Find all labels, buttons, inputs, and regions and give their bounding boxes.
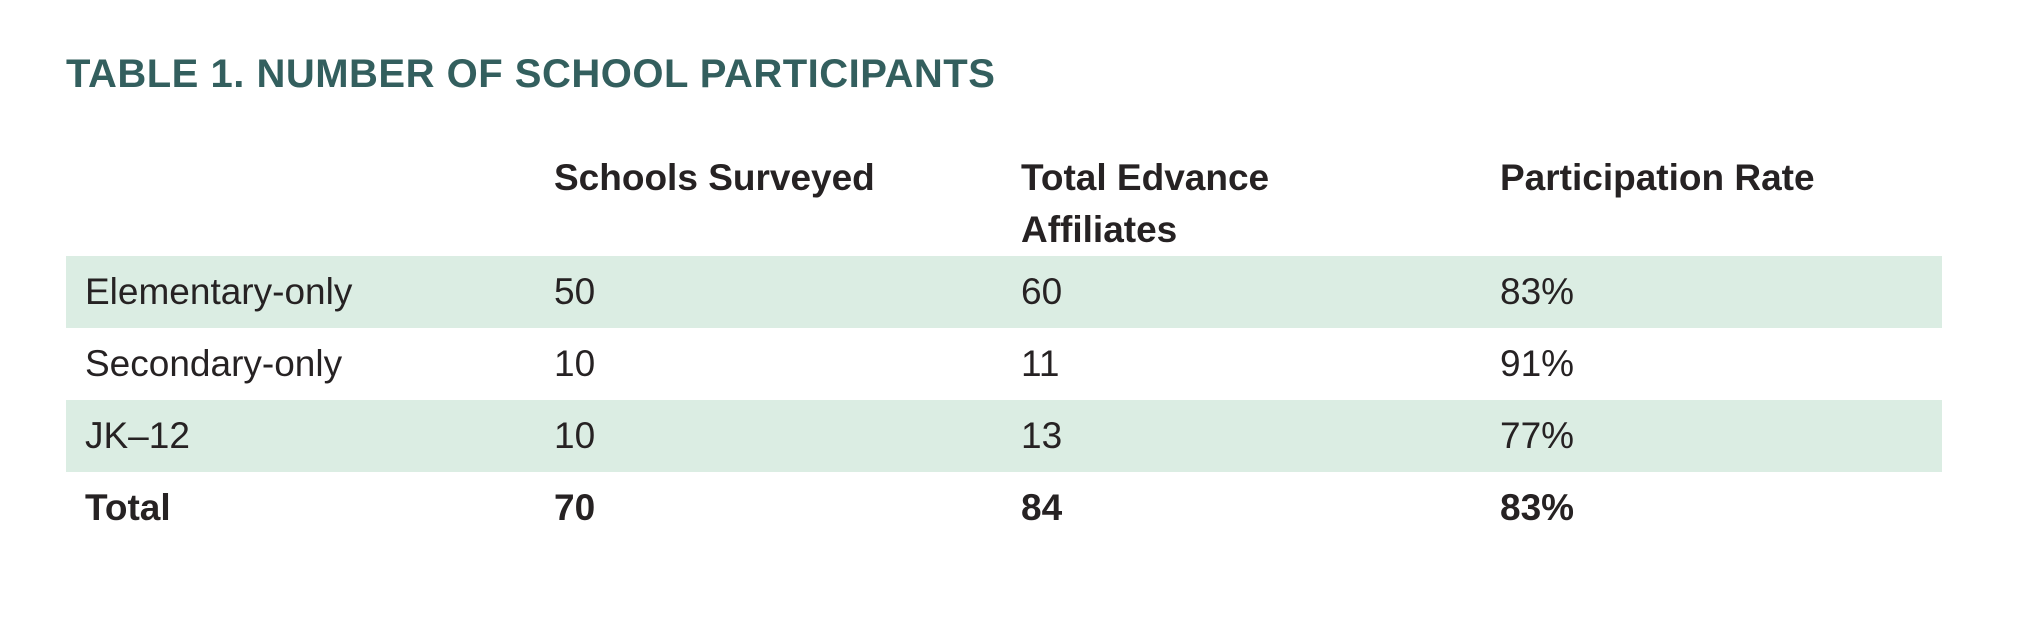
- total-affiliates-value: 60: [1021, 271, 1063, 312]
- table-row-jk-12: JK–12 10 13 77%: [66, 400, 1942, 472]
- report-page: TABLE 1. NUMBER OF SCHOOL PARTICIPANTS S…: [66, 52, 1942, 544]
- schools-surveyed-value: 70: [554, 487, 596, 528]
- column-header-total-edvance-affiliates-label: Total Edvance Affiliates: [1021, 157, 1270, 250]
- total-affiliates-value: 13: [1021, 415, 1063, 456]
- column-header-total-edvance-affiliates: Total Edvance Affiliates: [1021, 152, 1500, 256]
- participation-rate-value: 77%: [1500, 415, 1575, 456]
- total-affiliates-value: 11: [1021, 343, 1060, 384]
- table-row-total: Total 70 84 83%: [66, 472, 1942, 544]
- participants-table: Schools Surveyed Total Edvance Affiliate…: [66, 152, 1942, 544]
- table-header-row: Schools Surveyed Total Edvance Affiliate…: [66, 152, 1942, 256]
- table-row-elementary-only: Elementary-only 50 60 83%: [66, 256, 1942, 328]
- column-header-blank: [66, 152, 554, 256]
- column-header-schools-surveyed-label: Schools Surveyed: [554, 157, 875, 198]
- schools-surveyed-value: 10: [554, 415, 596, 456]
- column-header-schools-surveyed: Schools Surveyed: [554, 152, 1021, 256]
- row-label: Elementary-only: [85, 271, 353, 312]
- participation-rate-value: 83%: [1500, 271, 1575, 312]
- schools-surveyed-value: 50: [554, 271, 596, 312]
- column-header-participation-rate: Participation Rate: [1500, 152, 1942, 256]
- row-label: Total: [85, 487, 171, 528]
- row-label: Secondary-only: [85, 343, 343, 384]
- table-title: TABLE 1. NUMBER OF SCHOOL PARTICIPANTS: [66, 52, 996, 96]
- participation-rate-value: 83%: [1500, 487, 1575, 528]
- schools-surveyed-value: 10: [554, 343, 596, 384]
- column-header-participation-rate-label: Participation Rate: [1500, 157, 1815, 198]
- row-label: JK–12: [85, 415, 190, 456]
- total-affiliates-value: 84: [1021, 487, 1063, 528]
- participation-rate-value: 91%: [1500, 343, 1575, 384]
- table-row-secondary-only: Secondary-only 10 11 91%: [66, 328, 1942, 400]
